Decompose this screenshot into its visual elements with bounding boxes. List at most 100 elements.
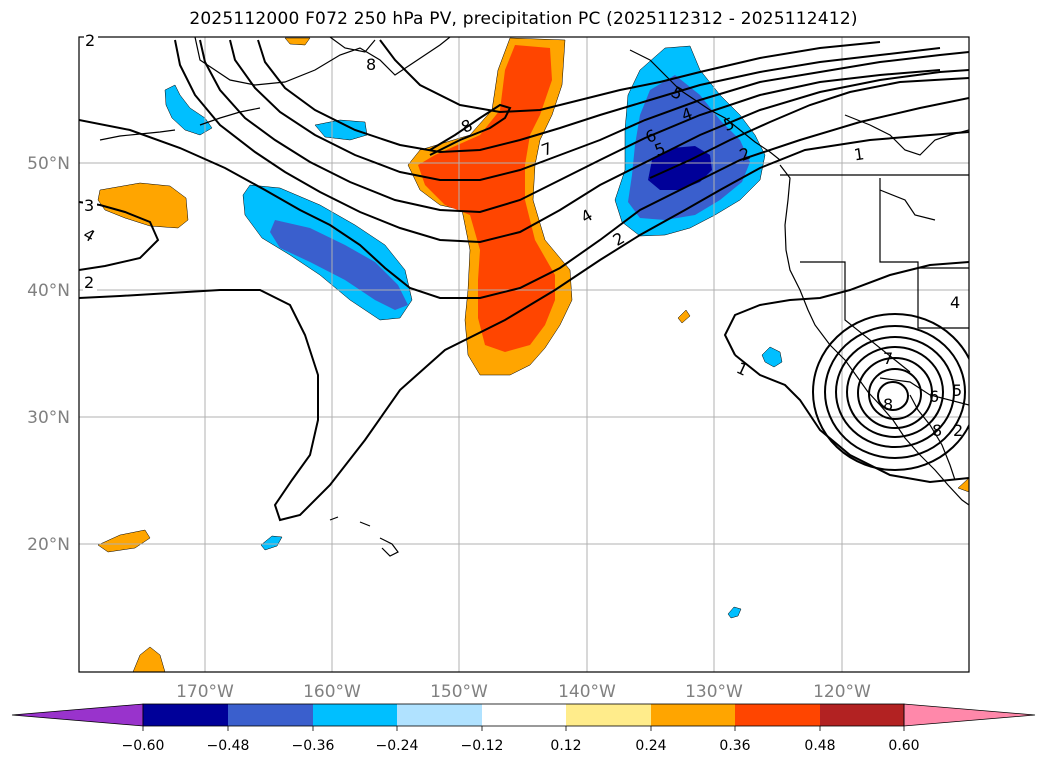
lon-label-120w: 120°W <box>813 682 871 702</box>
colorbar-ticks <box>142 726 905 731</box>
contour-label: 1 <box>853 144 866 164</box>
contour-label-bg <box>83 273 97 291</box>
contour-jet-1 <box>174 39 969 244</box>
border-state-6 <box>879 189 936 221</box>
precip-shading <box>97 37 969 672</box>
contour-low-ring-1 <box>723 261 969 356</box>
colorbar-segment <box>313 704 397 726</box>
lon-label-160w: 160°W <box>303 682 361 702</box>
contour-label-bg <box>83 196 97 214</box>
contour-label: 7 <box>539 138 555 159</box>
contour-low-ring-3 <box>812 313 969 471</box>
coast-alaska-inner <box>329 37 376 53</box>
colorbar-label: 0.24 <box>635 738 666 754</box>
contour-low-ring-2 <box>734 354 969 484</box>
coast-alaska <box>194 37 451 86</box>
negative-precip-patch-3 <box>761 346 783 368</box>
lon-label-150w: 150°W <box>430 682 488 702</box>
colorbar-segment <box>228 704 313 726</box>
colorbar-segment <box>820 704 904 726</box>
lon-label-130w: 130°W <box>685 682 743 702</box>
colorbar-label: 0.36 <box>719 738 750 754</box>
contour-label: 6 <box>929 387 939 406</box>
contour-low-ring-9 <box>877 381 909 411</box>
contour-label: 5 <box>952 381 962 400</box>
lat-label-30n: 30°N <box>27 408 70 428</box>
negative-precip-patch-1 <box>164 84 213 136</box>
negative-precip-west-band-inner <box>270 220 408 310</box>
contour-jet-7 <box>649 77 969 179</box>
contour-jet-3 <box>229 39 969 181</box>
coast-west-us <box>779 164 969 506</box>
pv-contours <box>79 39 969 522</box>
contour-jet-5 <box>429 103 512 156</box>
positive-precip-top-patch <box>284 37 311 46</box>
negative-precip-patch-5 <box>727 606 742 619</box>
border-state-5 <box>844 114 969 156</box>
contour-label: 7 <box>883 349 893 368</box>
contour-label: 1 <box>734 358 751 380</box>
colorbar: −0.60 −0.48 −0.36 −0.24 −0.12 0.12 0.24 … <box>11 703 1036 754</box>
positive-precip-band-inner <box>418 45 555 352</box>
contour-label-bg <box>84 32 98 48</box>
contour-label: 2 <box>85 31 95 50</box>
contour-jet-4 <box>257 39 941 154</box>
colorbar-label: −0.36 <box>292 738 335 754</box>
colorbar-segment <box>735 704 820 726</box>
colorbar-label: −0.48 <box>207 738 250 754</box>
positive-precip-west-patch <box>97 182 189 229</box>
lat-label-20n: 20°N <box>27 535 70 555</box>
colorbar-segment <box>397 704 482 726</box>
contour-low-ring-5 <box>835 336 955 448</box>
coastlines <box>99 37 969 557</box>
positive-precip-sw-patch <box>97 529 151 553</box>
contour-label: 4 <box>578 205 596 227</box>
colorbar-frame <box>142 703 905 727</box>
colorbar-segment <box>482 704 566 726</box>
contour-label: 8 <box>458 115 475 137</box>
map-title: 2025112000 F072 250 hPa PV, precipitatio… <box>189 9 858 29</box>
border-state-2 <box>844 275 911 373</box>
colorbar-segment <box>651 704 735 726</box>
lat-label-40n: 40°N <box>27 281 70 301</box>
colorbar-segment <box>143 704 228 726</box>
colorbar-label: −0.12 <box>461 738 504 754</box>
contour-jet-6 <box>379 39 881 114</box>
colorbar-label: 0.60 <box>888 738 919 754</box>
colorbar-label: 0.48 <box>804 738 835 754</box>
contour-label: 8 <box>932 421 942 440</box>
contour-west-outer <box>79 131 969 522</box>
colorbar-label: −0.24 <box>376 738 419 754</box>
colorbar-segment <box>566 704 651 726</box>
map-frame <box>78 36 970 673</box>
contour-label: 4 <box>950 293 960 312</box>
contour-low-ring-4 <box>824 325 966 459</box>
lat-label-50n: 50°N <box>27 154 70 174</box>
contour-label: 8 <box>366 55 376 74</box>
border-state-3 <box>879 178 969 329</box>
contour-label: 3 <box>84 196 94 215</box>
contour-label: 2 <box>610 228 628 250</box>
contour-label: 4 <box>80 224 98 246</box>
map-area <box>79 37 969 672</box>
positive-precip-south-patch <box>132 646 166 672</box>
border-state-1 <box>800 261 846 275</box>
contour-low-ring-8 <box>868 368 922 420</box>
lat-axis: 50°N 40°N 30°N 20°N <box>27 154 70 555</box>
colorbar-extend-low <box>11 703 144 727</box>
contour-label: 2 <box>953 421 963 440</box>
contour-west-top <box>79 97 969 299</box>
positive-precip-small-patch <box>677 309 691 324</box>
positive-precip-east-patch <box>957 477 969 493</box>
contour-jet-2 <box>199 39 941 214</box>
lon-label-140w: 140°W <box>558 682 616 702</box>
contour-label: 8 <box>883 395 893 414</box>
coast-hawaii <box>329 516 399 557</box>
colorbar-label: −0.60 <box>122 738 165 754</box>
contour-low-ring-7 <box>857 357 933 429</box>
contour-low-ring-6 <box>846 346 944 438</box>
colorbar-label: 0.12 <box>550 738 581 754</box>
negative-precip-patch-4 <box>260 535 283 551</box>
colorbar-extend-high <box>903 703 1036 727</box>
